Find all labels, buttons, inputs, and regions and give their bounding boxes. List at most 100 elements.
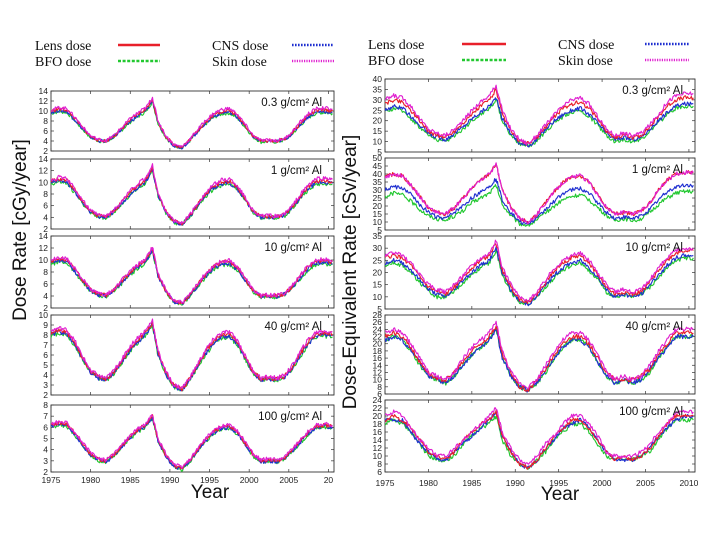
legend-label-cns: CNS dose [558,38,614,53]
series-line-bfo [51,418,333,472]
right-x-tick-label: 1980 [419,478,438,488]
y-tick-label: 2 [43,224,48,234]
panel-annotation: 0.3 g/cm² Al [622,85,683,97]
left-x-tick-label: 2000 [240,475,259,485]
panel-annotation: 100 g/cm² Al [619,406,683,418]
y-tick-label: 10 [373,375,383,385]
series-line-lens [385,325,694,392]
y-tick-label: 6 [43,350,48,360]
legend-label-skin: Skin dose [558,54,613,69]
right-panel-3: 5 10 15 20 25 30 35 10 g/cm² Al [373,231,696,314]
y-tick-label: 30 [373,95,383,105]
series-line-skin [51,96,333,148]
y-tick-label: 12 [39,96,49,106]
panel-frame [384,399,696,473]
series-line-skin [385,407,694,465]
series-line-skin [385,162,694,225]
legend-label-lens: Lens dose [35,39,91,54]
y-tick-label: 25 [373,255,383,265]
y-tick-label: 24 [373,395,383,405]
y-tick-label: 6 [43,422,48,432]
y-tick-label: 5 [377,225,382,235]
y-tick-label: 8 [43,400,48,410]
y-tick-label: 8 [43,116,48,126]
y-tick-label: 10 [39,177,49,187]
series-line-cns [51,322,333,392]
y-tick-label: 5 [43,360,48,370]
y-tick-label: 12 [39,243,49,253]
y-tick-label: 6 [377,467,382,477]
y-tick-label: 10 [373,137,383,147]
series-line-lens [385,88,694,146]
y-tick-label: 8 [377,459,382,469]
y-tick-label: 8 [43,189,48,199]
series-line-bfo [385,184,694,227]
y-tick-label: 12 [39,166,49,176]
right-x-tick-label: 1975 [376,478,395,488]
left-y-axis-label: Dose Rate [cGy/year] [10,139,31,321]
y-tick-label: 6 [377,389,382,399]
y-tick-label: 4 [43,291,48,301]
series-line-cns [385,97,694,148]
series-line-lens [51,247,333,305]
y-tick-label: 8 [43,330,48,340]
y-tick-label: 10 [39,310,49,320]
y-tick-label: 15 [373,126,383,136]
panel-annotation: 1 g/cm² Al [632,164,683,176]
left-x-tick-label: 1975 [42,475,61,485]
left-panel-3: 2 4 6 8 10 12 14 10 g/cm² Al [39,231,335,313]
y-tick-label: 40 [373,74,383,84]
y-tick-label: 4 [43,212,48,222]
series-line-bfo [385,98,694,148]
left-x-tick-label: 2005 [279,475,298,485]
series-line-bfo [385,249,694,306]
y-tick-label: 18 [373,419,383,429]
y-tick-label: 6 [43,279,48,289]
panel-annotation: 40 g/cm² Al [625,321,683,333]
y-tick-label: 5 [377,304,382,314]
y-tick-label: 20 [373,116,383,126]
y-tick-label: 7 [43,411,48,421]
right-legend: Lens dose CNS dose BFO dose Skin dose [368,38,689,69]
series-line-cns [385,178,694,225]
legend-label-cns: CNS dose [212,39,268,54]
y-tick-label: 40 [373,169,383,179]
y-tick-label: 10 [39,255,49,265]
y-tick-label: 6 [43,201,48,211]
left-x-axis-label: Year [191,482,230,503]
series-line-bfo [51,169,333,226]
right-x-tick-label: 1985 [462,478,481,488]
y-tick-label: 5 [377,147,382,157]
series-line-cns [385,328,694,393]
y-tick-label: 15 [373,280,383,290]
panel-annotation: 10 g/cm² Al [264,242,322,254]
y-tick-label: 8 [377,382,382,392]
right-x-tick-label: 1995 [549,478,568,488]
y-tick-label: 6 [43,126,48,136]
series-line-cns [51,247,333,305]
panel-annotation: 10 g/cm² Al [625,242,683,254]
y-tick-label: 14 [39,86,49,96]
y-tick-label: 8 [43,267,48,277]
panel-frame [384,157,696,231]
y-tick-label: 25 [373,105,383,115]
y-tick-label: 10 [373,292,383,302]
y-tick-label: 2 [43,303,48,313]
right-y-axis-label: Dose-Equivalent Rate [cSv/year] [340,135,361,410]
y-tick-label: 22 [373,403,383,413]
y-tick-label: 14 [39,154,49,164]
y-tick-label: 25 [373,193,383,203]
left-x-tick-label: 1980 [81,475,100,485]
y-tick-label: 10 [373,217,383,227]
y-tick-label: 2 [43,390,48,400]
y-tick-label: 20 [373,411,383,421]
y-tick-label: 35 [373,177,383,187]
y-tick-label: 10 [373,451,383,461]
legend-label-skin: Skin dose [212,55,267,70]
legend-label-lens: Lens dose [368,38,424,53]
y-tick-label: 14 [373,360,383,370]
